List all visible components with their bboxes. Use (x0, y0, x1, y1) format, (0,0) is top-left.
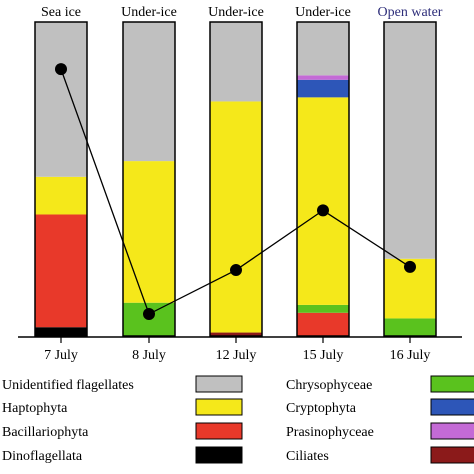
bar-segment-unidentified-flagellates-16-july (384, 22, 436, 259)
x-axis-ticks: 7 July 8 July 12 July 15 July 16 July (44, 337, 430, 363)
line-point-8-july (143, 308, 155, 321)
bar-segment-cryptophyta-15-july (297, 79, 349, 98)
bar-segment-unidentified-flagellates-12-july (210, 22, 262, 102)
legend-swatch-chrysophyceae (430, 375, 474, 393)
legend-swatch-ciliates (430, 446, 474, 464)
x-tick-label: 16 July (390, 348, 431, 363)
line-point-16-july (404, 260, 416, 273)
bar-segment-prasinophyceae-15-july (297, 75, 349, 80)
bar-segment-dinoflagellata-7-july (35, 327, 87, 336)
bar-segment-haptophyta-12-july (210, 101, 262, 333)
bar-segment-ciliates-12-july (210, 332, 262, 336)
bar-segment-chrysophyceae-15-july (297, 304, 349, 313)
bar-outline-16-july (383, 21, 437, 337)
bar-title: Open water (378, 5, 443, 20)
legend-label-prasinophyceae: Prasinophyceae (286, 425, 374, 440)
x-tick-label: 8 July (132, 348, 166, 363)
bar-outline-12-july (209, 21, 263, 337)
bar-segment-unidentified-flagellates-8-july (123, 22, 175, 162)
bar-outline-15-july (296, 21, 350, 337)
bar-titles: Sea ice Under-ice Under-ice Under-ice Open w… (41, 5, 443, 20)
legend-label-chrysophyceae: Chrysophyceae (286, 378, 372, 393)
legend-swatch-unidentified-flagellates (195, 375, 243, 393)
legend-label-bacillariophyta: Bacillariophyta (2, 425, 89, 440)
bar-segment-unidentified-flagellates-7-july (35, 22, 87, 177)
line-layer (55, 63, 416, 321)
x-tick-label: 12 July (216, 348, 257, 363)
legend-swatch-prasinophyceae (430, 422, 474, 440)
bar-title: Sea ice (41, 5, 81, 20)
bar-segment-haptophyta-8-july (123, 161, 175, 303)
x-tick-label: 7 July (44, 348, 78, 363)
bar-title: Under-ice (121, 5, 177, 20)
legend-swatch-haptophyta (195, 398, 243, 416)
bar-segment-unidentified-flagellates-15-july (297, 22, 349, 76)
legend-label-ciliates: Ciliates (286, 449, 329, 464)
x-tick-label: 15 July (303, 348, 344, 363)
bar-title: Under-ice (208, 5, 264, 20)
line-point-7-july (55, 63, 67, 76)
bar-segment-haptophyta-15-july (297, 97, 349, 305)
bar-outline-7-july (34, 21, 88, 337)
line-point-15-july (317, 204, 329, 217)
legend-label-unidentified-flagellates: Unidentified flagellates (2, 378, 134, 393)
legend-label-cryptophyta: Cryptophyta (286, 401, 357, 416)
bar-title: Under-ice (295, 5, 351, 20)
legend-swatch-dinoflagellata (195, 446, 243, 464)
legend-swatch-cryptophyta (430, 398, 474, 416)
legend-swatch-bacillariophyta (195, 422, 243, 440)
bar-segment-bacillariophyta-7-july (35, 214, 87, 328)
legend-label-dinoflagellata: Dinoflagellata (2, 449, 83, 464)
bars-group (34, 21, 437, 337)
bar-segment-chrysophyceae-16-july (384, 318, 436, 336)
bar-segment-haptophyta-7-july (35, 176, 87, 215)
legend-label-haptophyta: Haptophyta (2, 401, 68, 416)
bar-outline-8-july (122, 21, 176, 337)
legend: Unidentified flagellates Haptophyta Bacill… (2, 375, 474, 464)
bar-segment-bacillariophyta-15-july (297, 312, 349, 336)
line-point-12-july (230, 264, 242, 277)
